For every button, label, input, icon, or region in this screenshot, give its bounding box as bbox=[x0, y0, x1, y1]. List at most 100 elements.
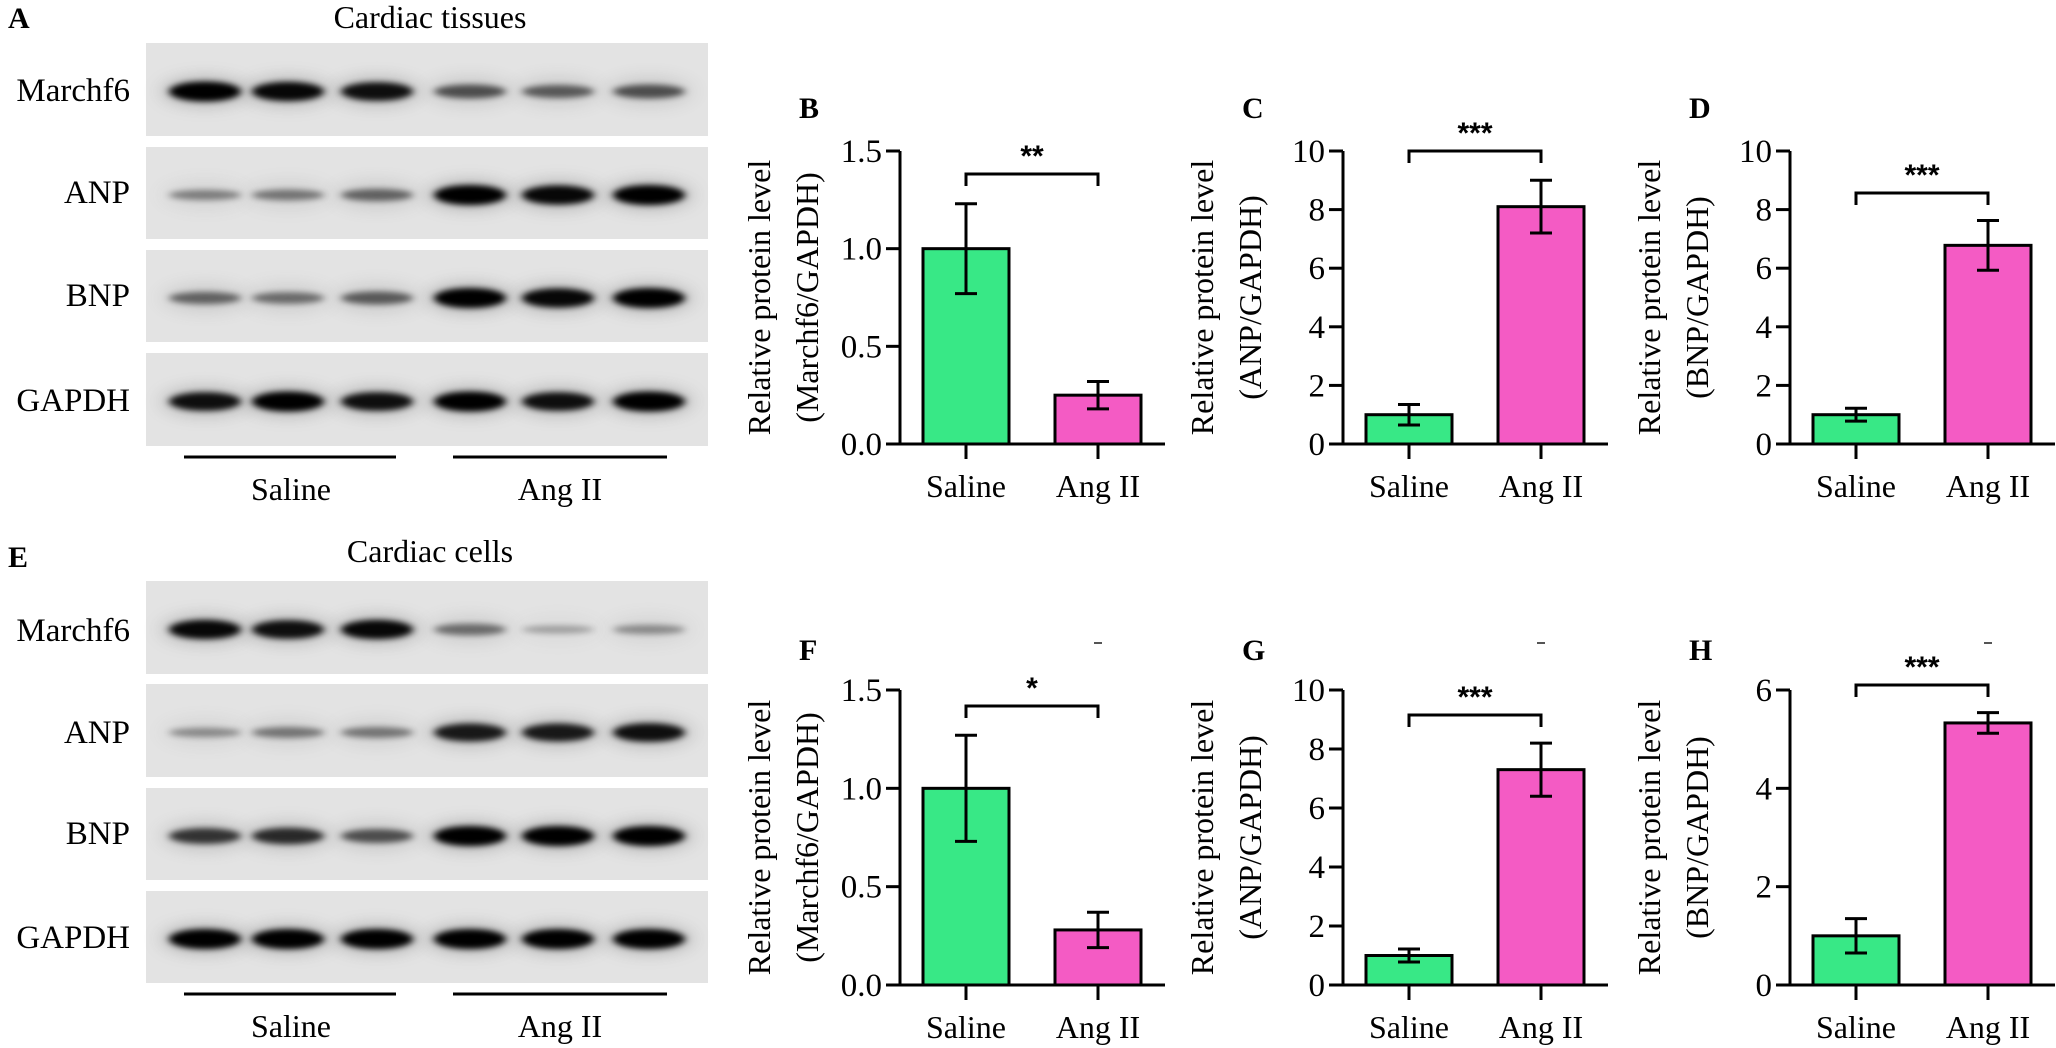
protein-band bbox=[252, 727, 324, 738]
y-axis-label-line1: Relative protein level bbox=[741, 700, 777, 976]
y-tick-label: 8 bbox=[1309, 732, 1326, 768]
bar-chart-panels: B Relative protein level (Marchf6/GAPDH) 0.… bbox=[741, 92, 2055, 1045]
protein-band bbox=[341, 392, 413, 411]
bar-ang-ii bbox=[1943, 721, 2033, 987]
blot-panel-A: A Cardiac tissues Marchf6 ANP BNP GAPDH Saline… bbox=[8, 0, 708, 507]
group-label-ang-ii: Ang II bbox=[518, 471, 602, 507]
y-tick-label: 0 bbox=[1309, 427, 1326, 463]
protein-band bbox=[341, 929, 413, 949]
protein-band bbox=[341, 82, 413, 101]
significance-bracket bbox=[964, 172, 1100, 186]
significance-marker: *** bbox=[1457, 681, 1492, 714]
bar-chart-D: D Relative protein level (BNP/GAPDH) 0 2 4 6 8 1… bbox=[1631, 92, 2055, 504]
blot-panel-E: E Cardiac cells Marchf6 ANP BNP GAPDH Saline An… bbox=[8, 533, 708, 1044]
bar-chart-C: C Relative protein level (ANP/GAPDH) 0 2 4 6 8 1… bbox=[1184, 92, 1608, 504]
y-tick-label: 0.0 bbox=[841, 427, 882, 463]
y-tick-label: 10 bbox=[1739, 134, 1772, 170]
protein-label: Marchf6 bbox=[16, 73, 130, 109]
blot-title: Cardiac tissues bbox=[334, 0, 527, 35]
y-axis-label-line2: (Marchf6/GAPDH) bbox=[789, 172, 825, 423]
y-tick-label: 8 bbox=[1309, 193, 1326, 229]
protein-band bbox=[522, 929, 594, 949]
bar-chart-G: G Relative protein level (ANP/GAPDH) 0 2 4 6 8 1… bbox=[1184, 634, 1608, 1045]
protein-band bbox=[522, 826, 594, 846]
protein-label: ANP bbox=[64, 175, 130, 211]
group-label-saline: Saline bbox=[251, 1008, 331, 1044]
bar-chart-H: H Relative protein level (BNP/GAPDH) 0 2 4 6 Sa… bbox=[1631, 634, 2055, 1045]
y-tick-label: 6 bbox=[1309, 791, 1326, 827]
y-tick-label: 0.0 bbox=[841, 968, 882, 1004]
protein-band bbox=[434, 288, 506, 308]
protein-band bbox=[252, 620, 324, 639]
panel-letter: C bbox=[1242, 92, 1264, 125]
significance-marker: *** bbox=[1457, 117, 1492, 150]
protein-band bbox=[434, 623, 506, 636]
protein-band bbox=[169, 619, 241, 640]
panel-letter: F bbox=[799, 634, 817, 667]
protein-band bbox=[434, 723, 506, 742]
panel-letter: D bbox=[1689, 92, 1711, 125]
y-axis-label-line2: (ANP/GAPDH) bbox=[1232, 195, 1268, 399]
protein-label: GAPDH bbox=[16, 383, 130, 419]
y-axis-label-line2: (Marchf6/GAPDH) bbox=[789, 712, 825, 963]
protein-band bbox=[522, 625, 594, 634]
x-tick-label: Saline bbox=[1369, 1009, 1449, 1045]
protein-band bbox=[522, 392, 594, 411]
protein-band bbox=[252, 929, 324, 949]
protein-label: Marchf6 bbox=[16, 613, 130, 649]
protein-label: ANP bbox=[64, 715, 130, 751]
blot-title: Cardiac cells bbox=[347, 533, 513, 569]
protein-band bbox=[252, 81, 324, 102]
protein-label: GAPDH bbox=[16, 920, 130, 956]
protein-band bbox=[522, 85, 594, 98]
panel-letter: E bbox=[8, 541, 28, 574]
significance-bracket bbox=[1407, 149, 1543, 163]
y-tick-label: 2 bbox=[1756, 870, 1773, 906]
bar-ang-ii bbox=[1496, 205, 1586, 446]
significance-marker: *** bbox=[1904, 651, 1939, 684]
protein-band bbox=[169, 929, 241, 949]
protein-band bbox=[613, 826, 685, 846]
panel-letter: G bbox=[1242, 634, 1265, 667]
western-blot-panels: A Cardiac tissues Marchf6 ANP BNP GAPDH Saline… bbox=[8, 0, 708, 1044]
x-tick-label: Ang II bbox=[1499, 1009, 1583, 1045]
x-tick-label: Ang II bbox=[1946, 468, 2030, 504]
protein-band bbox=[169, 81, 241, 102]
protein-band bbox=[613, 624, 685, 635]
protein-band bbox=[252, 189, 324, 201]
x-tick-label: Saline bbox=[1816, 1009, 1896, 1045]
protein-band bbox=[434, 84, 506, 99]
protein-band bbox=[252, 391, 324, 412]
protein-band bbox=[522, 185, 594, 205]
protein-band bbox=[341, 727, 413, 738]
x-tick-label: Ang II bbox=[1056, 1009, 1140, 1045]
protein-band bbox=[169, 392, 241, 411]
protein-band bbox=[613, 723, 685, 742]
protein-band bbox=[613, 929, 685, 949]
protein-band bbox=[341, 829, 413, 843]
blot-row-gapdh: GAPDH bbox=[16, 353, 708, 446]
protein-label: BNP bbox=[66, 278, 130, 314]
y-axis-label-line1: Relative protein level bbox=[1631, 700, 1667, 976]
significance-bracket bbox=[1854, 191, 1990, 205]
bar-chart-B: B Relative protein level (Marchf6/GAPDH) 0.… bbox=[741, 92, 1165, 504]
y-axis-label-line2: (BNP/GAPDH) bbox=[1679, 736, 1715, 939]
panel-letter: H bbox=[1689, 634, 1712, 667]
y-tick-label: 4 bbox=[1756, 310, 1773, 346]
blot-row-bnp: BNP bbox=[66, 788, 708, 880]
blot-row-marchf6: Marchf6 bbox=[16, 581, 708, 674]
protein-band bbox=[252, 827, 324, 845]
y-tick-label: 8 bbox=[1756, 193, 1773, 229]
y-tick-label: 6 bbox=[1756, 673, 1773, 709]
y-tick-label: 1.5 bbox=[841, 134, 882, 170]
significance-marker: * bbox=[1026, 672, 1038, 705]
y-tick-label: 10 bbox=[1292, 134, 1325, 170]
protein-band bbox=[613, 84, 685, 99]
significance-marker: ** bbox=[1020, 140, 1044, 173]
bar-chart-F: F Relative protein level (Marchf6/GAPDH) 0.… bbox=[741, 634, 1165, 1045]
y-tick-label: 1.0 bbox=[841, 771, 882, 807]
y-tick-label: 0 bbox=[1756, 427, 1773, 463]
blot-row-gapdh: GAPDH bbox=[16, 891, 708, 983]
protein-band bbox=[341, 619, 413, 640]
protein-band bbox=[613, 391, 685, 412]
